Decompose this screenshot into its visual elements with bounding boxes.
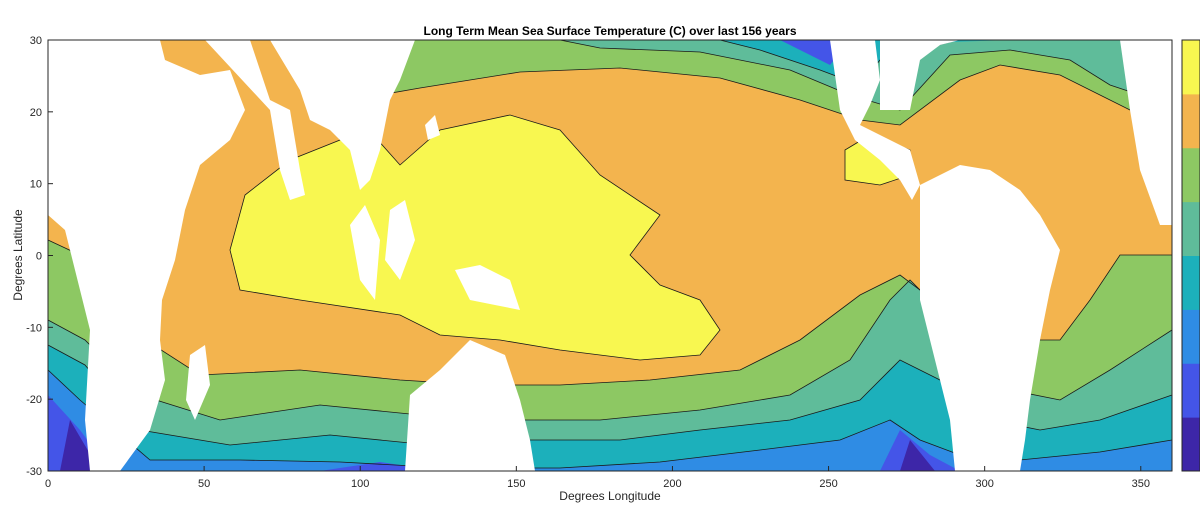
land-madagascar: [186, 345, 210, 420]
x-axis: 0 50 100 150 200 250 300 350: [45, 466, 1150, 490]
colorbar-swatch: [1182, 417, 1200, 472]
x-tick-label: 0: [45, 478, 51, 490]
contour-line: [379, 64, 1173, 126]
band-lightblue-south: [48, 370, 1172, 471]
colorbar-frame: [1181, 39, 1200, 472]
y-axis: 30 20 10 0 -10 -20 -30: [26, 35, 53, 478]
land-australia: [405, 340, 535, 471]
y-axis-label: Degrees Latitude: [11, 209, 25, 301]
land-north-america: [880, 40, 960, 110]
plot-area: [47, 39, 1173, 472]
y-tick-label: -10: [26, 322, 42, 334]
y-tick-label: 30: [30, 35, 42, 47]
colorbar-swatch: [1182, 363, 1200, 418]
land-south-america: [920, 165, 1060, 471]
band-green-north: [380, 40, 1172, 125]
colorbar-swatch: [1182, 93, 1200, 149]
colorbar-swatch: [1182, 40, 1200, 95]
land-arabia-india: [205, 40, 305, 200]
x-axis-label: Degrees Longitude: [559, 489, 661, 503]
contour-line: [559, 39, 1173, 111]
land-new-guinea: [455, 265, 520, 310]
y-tick-label: -20: [26, 394, 42, 406]
y-tick-label: 20: [30, 107, 42, 119]
band-yellow-main: [230, 115, 720, 360]
colorbar-swatch: [1182, 309, 1200, 364]
chart-title: Long Term Mean Sea Surface Temperature (…: [423, 24, 796, 38]
colorbar-swatch: [1182, 147, 1200, 203]
x-tick-label: 300: [975, 478, 993, 490]
land-asia: [270, 40, 415, 190]
colorbar-swatch: [1182, 255, 1200, 310]
colorbar: [1181, 39, 1200, 472]
contour-line: [47, 239, 1172, 386]
y-tick-label: 0: [36, 251, 42, 263]
land-east-africa-right: [1120, 40, 1172, 225]
x-tick-label: 200: [663, 478, 681, 490]
x-tick-label: 350: [1132, 478, 1150, 490]
land-sea-islands: [350, 115, 440, 300]
y-tick-label: 10: [30, 179, 42, 191]
x-tick-label: 50: [198, 478, 210, 490]
x-tick-label: 150: [507, 478, 525, 490]
land-masses: [48, 40, 1172, 471]
x-tick-label: 100: [351, 478, 369, 490]
x-tick-label: 250: [819, 478, 837, 490]
land-africa: [48, 40, 245, 471]
y-tick-label: -30: [26, 466, 42, 478]
colorbar-swatch: [1182, 201, 1200, 256]
land-central-america: [830, 40, 920, 200]
